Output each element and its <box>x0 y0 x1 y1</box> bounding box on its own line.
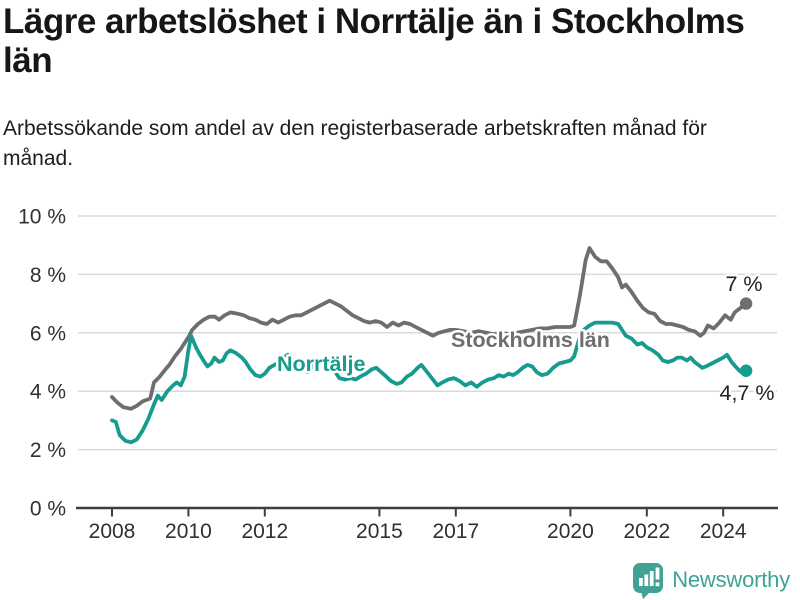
newsworthy-brand-text: Newsworthy <box>672 567 790 592</box>
x-tick-label: 2024 <box>700 520 747 543</box>
x-tick-label: 2022 <box>623 520 670 543</box>
y-tick-label: 10 % <box>18 206 66 229</box>
series-stockholms-län <box>110 246 753 411</box>
series-end-value-label-norrtälje: 4,7 % <box>720 381 775 405</box>
y-tick-label: 2 % <box>30 439 66 462</box>
chart-title: Lägre arbetslöshet i Norrtälje än i Stoc… <box>3 2 745 80</box>
x-tick-label: 2008 <box>89 520 136 543</box>
series-end-value-label-stockholms-län: 7 % <box>725 272 762 296</box>
x-axis <box>76 506 778 517</box>
y-tick-label: 6 % <box>30 322 66 345</box>
x-tick-labels: 2008 2010 2012 2015 2017 2020 2022 2024 <box>89 520 747 543</box>
series-end-dot-norrtälje <box>739 364 753 377</box>
chart-subtitle: Arbetssökande som andel av den registerb… <box>3 117 707 170</box>
y-tick-label: 8 % <box>30 264 66 287</box>
x-tick-label: 2010 <box>165 520 212 543</box>
newsworthy-logo-icon <box>633 562 664 599</box>
series-line-norrtälje <box>110 320 748 445</box>
series-label-norrtälje: Norrtälje <box>277 352 365 376</box>
y-tick-labels: 0 % 2 % 4 % 6 % 8 % 10 % <box>18 206 66 521</box>
newsworthy-logo[interactable]: Newsworthy <box>632 562 790 599</box>
x-tick-label: 2015 <box>356 520 403 543</box>
series-line-stockholms-län <box>110 246 748 411</box>
y-tick-label: 4 % <box>30 381 66 404</box>
series-end-dot-stockholms-län <box>739 297 753 310</box>
x-tick-label: 2012 <box>241 520 288 543</box>
series-norrtälje <box>110 320 753 445</box>
x-tick-label: 2017 <box>432 520 479 543</box>
x-tick-label: 2020 <box>547 520 594 543</box>
y-tick-label: 0 % <box>30 498 66 521</box>
series-label-stockholms-län: Stockholms län <box>451 328 610 352</box>
